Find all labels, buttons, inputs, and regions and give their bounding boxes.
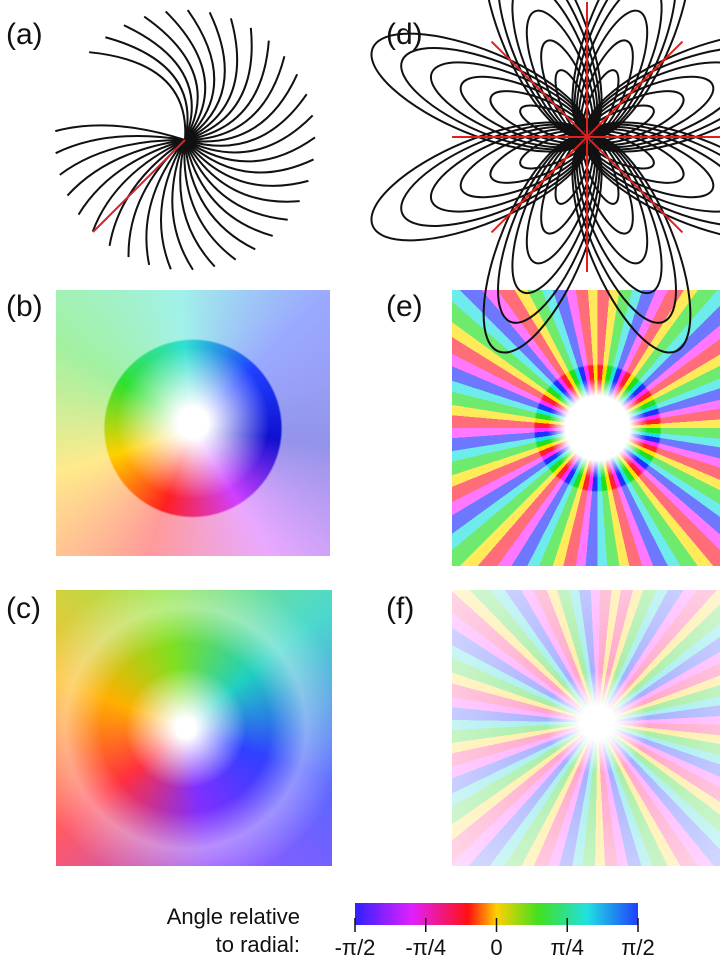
colorbar-label: to radial: [0, 932, 300, 958]
colorbar-label: Angle relative [0, 904, 300, 930]
panel-label: (f) [386, 592, 414, 626]
panel-label: (c) [6, 592, 41, 626]
curve [89, 52, 185, 140]
panel-label: (b) [6, 290, 43, 324]
figure: -π/2-π/40π/4π/2 (a) (b) (c) (d) (e) (f) … [0, 0, 720, 963]
colorbar-tick-label: -π/4 [405, 935, 446, 960]
colorbar-tick-label: π/4 [550, 935, 584, 960]
colorbar-tick-label: -π/2 [335, 935, 376, 960]
colorbar-tick-label: 0 [490, 935, 502, 960]
curve [105, 37, 187, 140]
panel-label: (e) [386, 290, 423, 324]
curve [185, 10, 214, 140]
colorbar-tick-label: π/2 [621, 935, 655, 960]
panel-label: (d) [386, 18, 423, 52]
red-line [93, 140, 185, 232]
panel-label: (a) [6, 18, 43, 52]
curve [124, 25, 192, 140]
overlay: -π/2 -π/4 0 π/4 π/2 [0, 0, 720, 963]
curve [185, 115, 313, 152]
